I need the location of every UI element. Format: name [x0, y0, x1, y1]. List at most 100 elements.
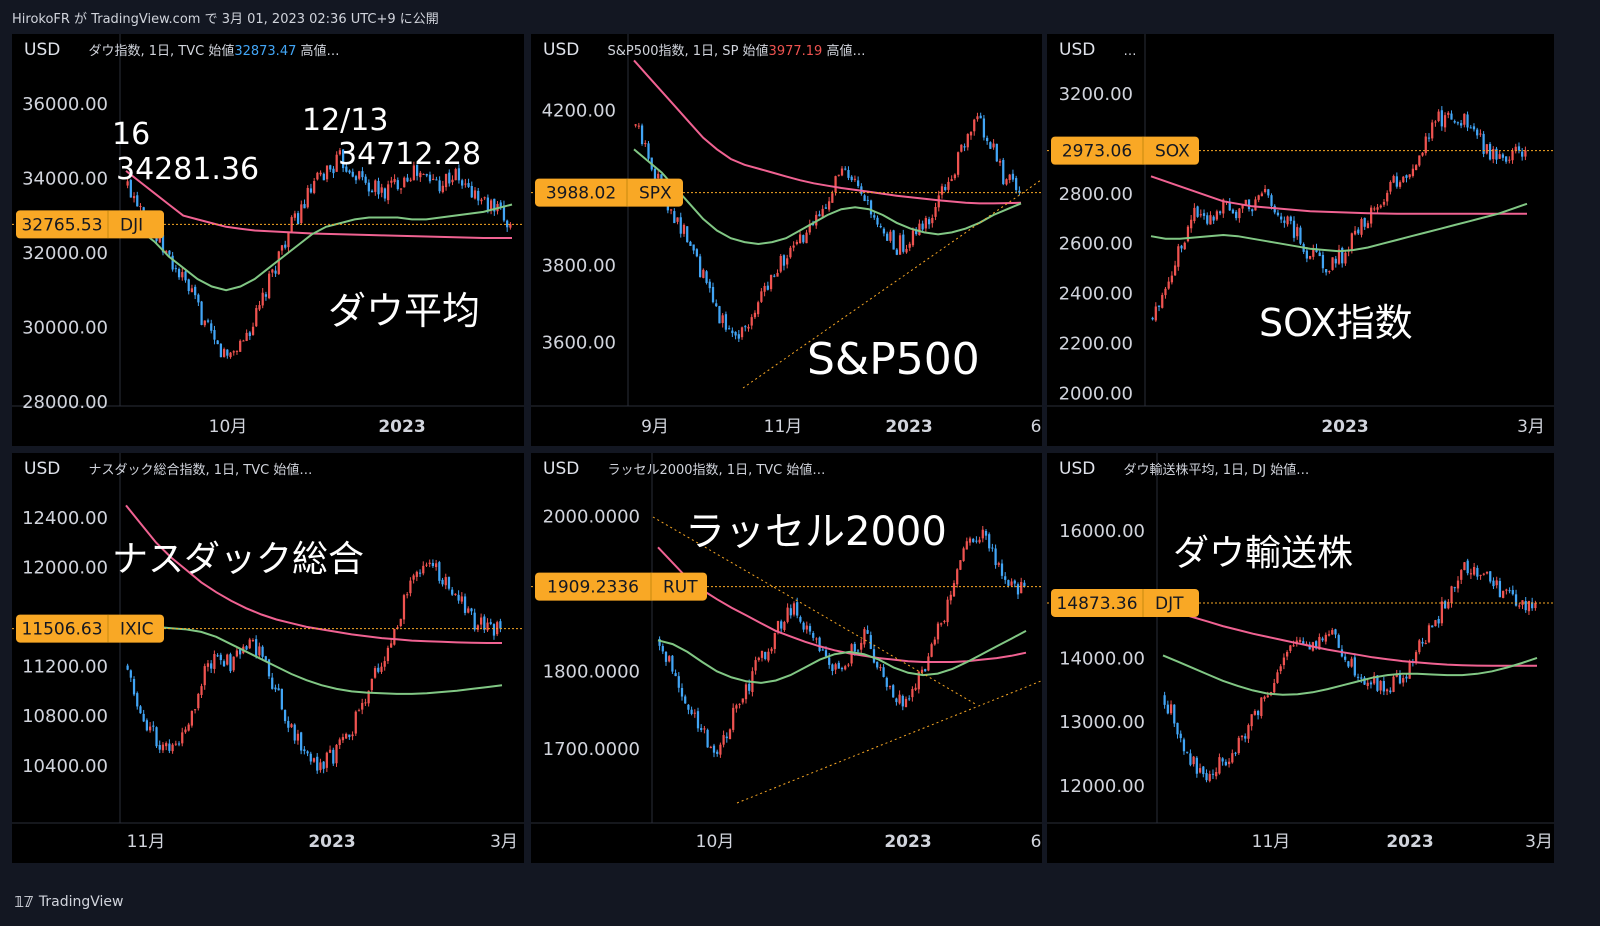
candle-body [1437, 618, 1440, 624]
chart-canvas-sox[interactable]: 3200.00 2800.00 2600.00 2400.00 2200.00 2000.… [1047, 34, 1554, 446]
price-label-bg [535, 178, 683, 207]
candle-body [802, 622, 805, 630]
x-tick-label: 2023 [884, 832, 931, 852]
chart-panel-ixic[interactable]: 12400.00 12000.00 11200.00 10800.00 10400.00… [12, 453, 524, 863]
candle-body [486, 197, 490, 211]
candle-body [786, 258, 789, 265]
candle-body [812, 632, 815, 638]
y-tick-label: 10800.00 [22, 706, 108, 727]
candle-body [1016, 584, 1020, 595]
candle-body [844, 168, 847, 170]
candle-body [1353, 230, 1357, 235]
candle-body [1321, 254, 1325, 269]
candle-body [1482, 133, 1485, 154]
candle-body [956, 569, 959, 585]
candle-body [734, 331, 737, 336]
candle-body [1221, 758, 1224, 762]
candle-body [876, 661, 879, 668]
candle-body [328, 749, 332, 753]
y-tick-label: 14000.00 [1059, 649, 1145, 670]
y-tick-label: 4200.00 [542, 101, 616, 122]
price-label-value: 3988.02 [546, 184, 616, 204]
candle-body [873, 215, 876, 218]
candle-body [409, 179, 412, 181]
candle-body [492, 624, 496, 636]
candle-body [885, 677, 888, 687]
candle-body [1418, 155, 1421, 166]
chart-canvas-spx[interactable]: 4200.00 3800.00 3600.00 9月 11月 2023 6 3988.02 SP… [531, 34, 1042, 446]
candle-body [383, 188, 387, 199]
candle-body [1489, 571, 1492, 582]
candle-body [235, 650, 238, 657]
candle-body [129, 180, 132, 198]
candle-body [1459, 123, 1463, 126]
candle-body [1421, 641, 1424, 644]
candle-body [1443, 601, 1447, 609]
price-label-value: 14873.36 [1056, 594, 1137, 614]
x-tick-label: 9月 [641, 417, 669, 437]
candle-body [210, 663, 213, 669]
trend-line [742, 179, 1042, 389]
candles-group [1151, 106, 1527, 322]
candle-body [1504, 156, 1508, 162]
legend-tail: 高値… [296, 44, 340, 59]
footer-brand[interactable]: 𝟙𝟟 TradingView [14, 893, 123, 911]
candle-body [454, 593, 457, 595]
candle-body [476, 625, 480, 630]
chart-panel-sox[interactable]: 3200.00 2800.00 2600.00 2400.00 2200.00 2000.… [1047, 34, 1554, 446]
ma50-line [657, 630, 1027, 684]
candle-body [387, 184, 390, 201]
candle-body [1521, 151, 1524, 157]
candle-body [1443, 115, 1447, 128]
candle-body [834, 664, 837, 670]
candle-body [306, 751, 309, 754]
chart-panel-dji[interactable]: 36000.00 34000.00 32000.00 30000.00 28000.00… [12, 34, 524, 446]
candle-body [361, 171, 364, 178]
chart-annotation-text: S&P500 [807, 334, 980, 385]
candle-body [348, 170, 351, 173]
legend-dji: USD ダウ指数, 1日, TVC 始値32873.47 高値… [24, 40, 340, 60]
candle-body [1164, 288, 1167, 296]
candle-body [989, 142, 992, 149]
candle-body [460, 596, 463, 602]
candle-body [1363, 217, 1366, 227]
candle-body [1228, 201, 1231, 211]
candle-body [1337, 635, 1340, 648]
candle-body [1450, 586, 1453, 604]
candle-body [380, 187, 383, 193]
candle-body [898, 694, 901, 704]
candle-body [927, 656, 930, 671]
candle-body [895, 698, 898, 703]
candle-body [718, 306, 721, 324]
candle-body [882, 228, 886, 234]
candle-body [403, 177, 406, 188]
candle-body [354, 176, 358, 181]
candle-body [255, 639, 258, 657]
candle-body [358, 171, 361, 179]
candle-body [744, 326, 747, 328]
candle-body [322, 173, 325, 181]
candle-body [444, 577, 447, 586]
candle-body [757, 302, 760, 315]
chart-canvas-rut[interactable]: 2000.0000 1800.0000 1700.0000 10月 2023 6 1909.… [531, 453, 1042, 863]
candle-body [1453, 587, 1456, 589]
candle-body [1527, 600, 1531, 612]
candle-body [997, 563, 1000, 565]
chart-canvas-dji[interactable]: 36000.00 34000.00 32000.00 30000.00 28000.00… [12, 34, 524, 446]
chart-panel-djt[interactable]: 16000.00 14000.00 13000.00 12000.00 11月 2023 3… [1047, 453, 1554, 863]
chart-panel-rut[interactable]: 2000.0000 1800.0000 1700.0000 10月 2023 6 1909.… [531, 453, 1042, 863]
candle-body [757, 657, 760, 660]
candle-body [1250, 714, 1253, 727]
candle-body [706, 729, 709, 748]
candle-body [1321, 638, 1324, 641]
chart-canvas-ixic[interactable]: 12400.00 12000.00 11200.00 10800.00 10400.00… [12, 453, 524, 863]
x-tick-label: 3月 [490, 832, 518, 852]
chart-canvas-djt[interactable]: 16000.00 14000.00 13000.00 12000.00 11月 2023 3… [1047, 453, 1554, 863]
candle-body [377, 180, 380, 195]
candle-body [695, 249, 699, 257]
candle-body [1479, 574, 1482, 576]
chart-panel-spx[interactable]: 4200.00 3800.00 3600.00 9月 11月 2023 6 3988.02 SP… [531, 34, 1042, 446]
candle-body [1498, 154, 1501, 159]
candle-body [171, 255, 174, 270]
candle-body [978, 539, 981, 543]
